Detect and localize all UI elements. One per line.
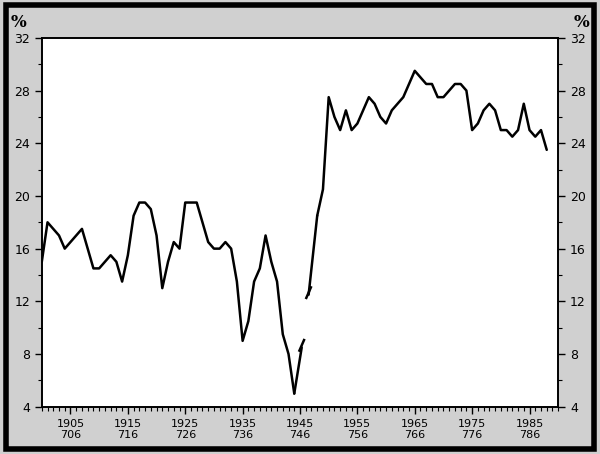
Text: %: % [574,14,589,30]
Text: %: % [11,14,26,30]
